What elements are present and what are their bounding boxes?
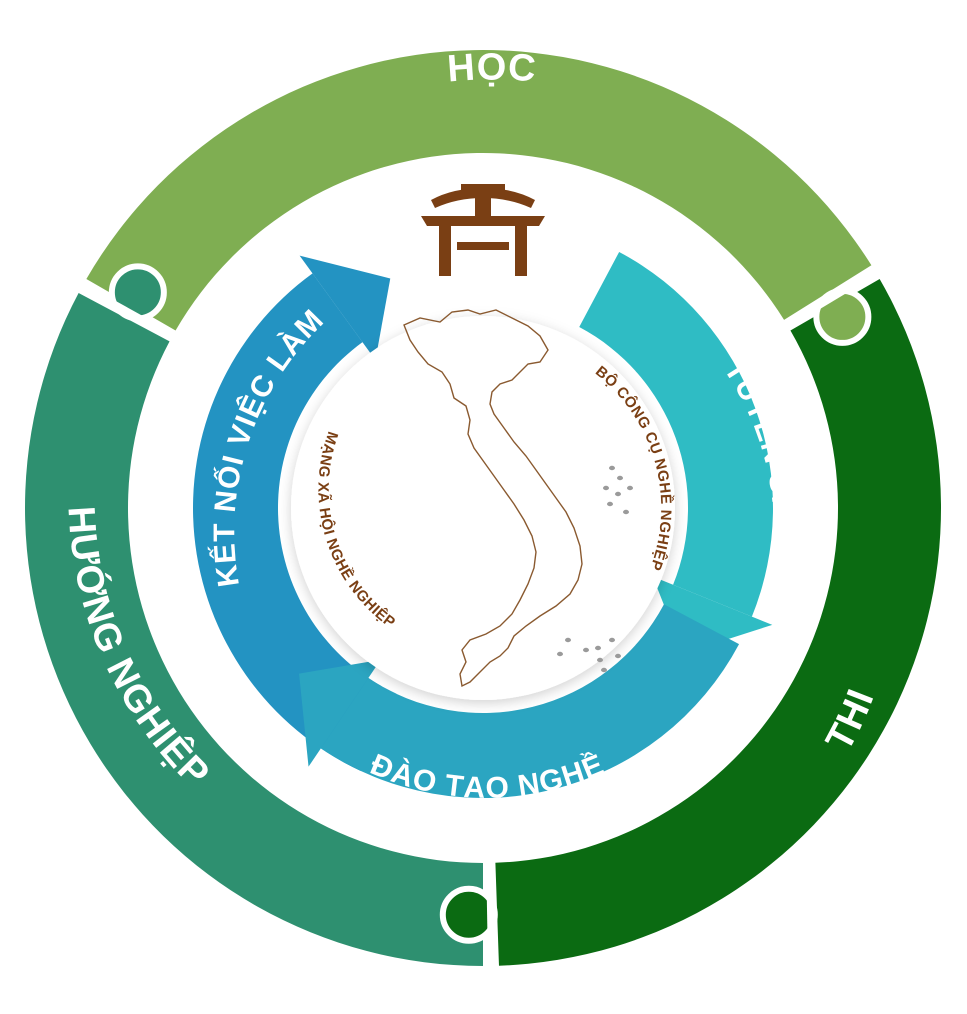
island-dot xyxy=(615,491,621,497)
outer-ring xyxy=(24,49,942,968)
island-dot xyxy=(557,651,563,657)
island-dot xyxy=(601,667,607,673)
ring-seam xyxy=(784,268,879,329)
puzzle-knob xyxy=(439,885,498,944)
ring-seam xyxy=(79,282,176,340)
island-dot xyxy=(603,485,609,491)
island-dot xyxy=(583,647,589,653)
island-dots xyxy=(557,465,633,673)
puzzle-knob xyxy=(108,263,167,322)
ring-label-hoc: HỌC xyxy=(446,46,538,90)
island-dot xyxy=(623,509,629,515)
island-dot xyxy=(607,501,613,507)
island-dot xyxy=(615,653,621,659)
inner-arrows xyxy=(192,251,773,798)
center-circle xyxy=(291,316,675,700)
island-dot xyxy=(565,637,571,643)
vietnam-map-icon xyxy=(403,309,633,688)
island-dot xyxy=(597,657,603,663)
island-dot xyxy=(595,645,601,651)
island-dot xyxy=(627,485,633,491)
arrow-ket-noi-viec-lam xyxy=(192,255,397,771)
puzzle-knob xyxy=(813,287,872,346)
ring-seam xyxy=(486,860,495,968)
temple-gate-icon xyxy=(421,184,545,276)
island-dot xyxy=(617,475,623,481)
arrow-dao-tao-nghe xyxy=(299,604,740,798)
ring-segment-huong-nghiep xyxy=(24,292,484,966)
island-dot xyxy=(609,637,615,643)
island-dot xyxy=(609,465,615,471)
ring-segment-thi xyxy=(495,279,942,966)
ring-segment-hoc xyxy=(86,49,872,331)
